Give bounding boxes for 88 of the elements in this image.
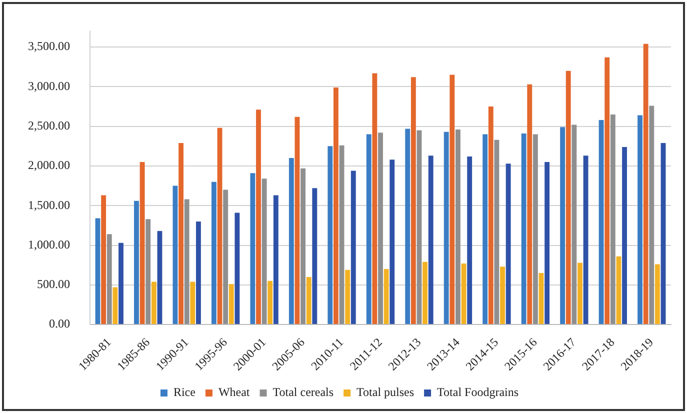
legend-label: Wheat [218, 385, 250, 400]
y-tick-label: 0.00 [49, 316, 70, 331]
bar [390, 160, 395, 324]
bar [223, 190, 228, 324]
bar [384, 269, 389, 324]
bar [521, 133, 526, 324]
bar [217, 128, 222, 324]
bar [616, 256, 622, 324]
bar [273, 195, 278, 324]
bar [339, 145, 344, 324]
bar [544, 162, 550, 324]
bar [500, 266, 505, 324]
bar [118, 242, 124, 324]
bar [306, 276, 312, 324]
bar [422, 262, 428, 324]
bar [598, 120, 604, 324]
bar [288, 158, 294, 324]
bar [134, 200, 139, 324]
bar [112, 287, 118, 324]
bar [178, 142, 184, 324]
bar [146, 219, 151, 324]
bar [450, 74, 455, 324]
bar [467, 156, 472, 324]
bar [262, 178, 267, 324]
bar [622, 146, 627, 324]
y-tick-label: 1,500.00 [28, 198, 70, 212]
legend-label: Total Foodgrains [437, 385, 519, 400]
bar [532, 134, 538, 324]
bar [461, 263, 466, 324]
bar [157, 230, 162, 324]
bar [350, 170, 356, 324]
bar [506, 164, 511, 324]
bar [604, 57, 610, 324]
bar [538, 273, 544, 324]
bar [456, 130, 460, 324]
bar [410, 77, 416, 324]
bar [268, 280, 273, 324]
bar [333, 87, 338, 324]
bar [184, 199, 190, 324]
bar [312, 188, 318, 324]
y-tick-label: 2,000.00 [28, 158, 70, 172]
bar [649, 106, 654, 324]
bar [482, 134, 488, 324]
bar [638, 115, 642, 324]
legend-label: Total cereals [272, 385, 334, 400]
bar [405, 128, 410, 324]
y-tick-label: 2,500.00 [28, 118, 70, 132]
y-tick-label: 3,500.00 [28, 39, 70, 54]
bar [610, 114, 616, 324]
bar [300, 168, 306, 324]
bar [196, 221, 201, 324]
bar [488, 106, 494, 324]
bar [101, 195, 106, 324]
bar [654, 264, 660, 324]
bar [234, 212, 240, 324]
bar [560, 127, 566, 324]
bar [256, 110, 261, 324]
bar [345, 270, 350, 324]
bar [250, 173, 256, 324]
bar [566, 70, 571, 324]
bar [572, 124, 577, 324]
bar [95, 218, 100, 324]
bar [172, 186, 178, 324]
bar [378, 132, 383, 324]
bar [578, 262, 582, 324]
bar [294, 116, 300, 324]
bar [643, 44, 648, 324]
bar [211, 182, 216, 324]
bar [494, 140, 500, 324]
legend-label: Total pulses [356, 385, 414, 400]
y-tick-label: 1,000.00 [28, 237, 70, 252]
bar [366, 134, 372, 324]
bar [583, 156, 588, 324]
bar [140, 162, 145, 324]
bar [328, 146, 333, 324]
bar [151, 282, 156, 324]
bar [660, 142, 666, 324]
legend-label: Rice [173, 385, 196, 400]
bar [444, 132, 449, 324]
bar [372, 73, 378, 324]
bar [190, 282, 196, 324]
bar [416, 130, 422, 324]
bar [228, 284, 234, 324]
y-tick-label: 500.00 [37, 277, 70, 292]
bar [106, 234, 112, 324]
y-tick-label: 3,000.00 [28, 78, 70, 93]
bar [428, 156, 434, 324]
bar [527, 84, 532, 324]
